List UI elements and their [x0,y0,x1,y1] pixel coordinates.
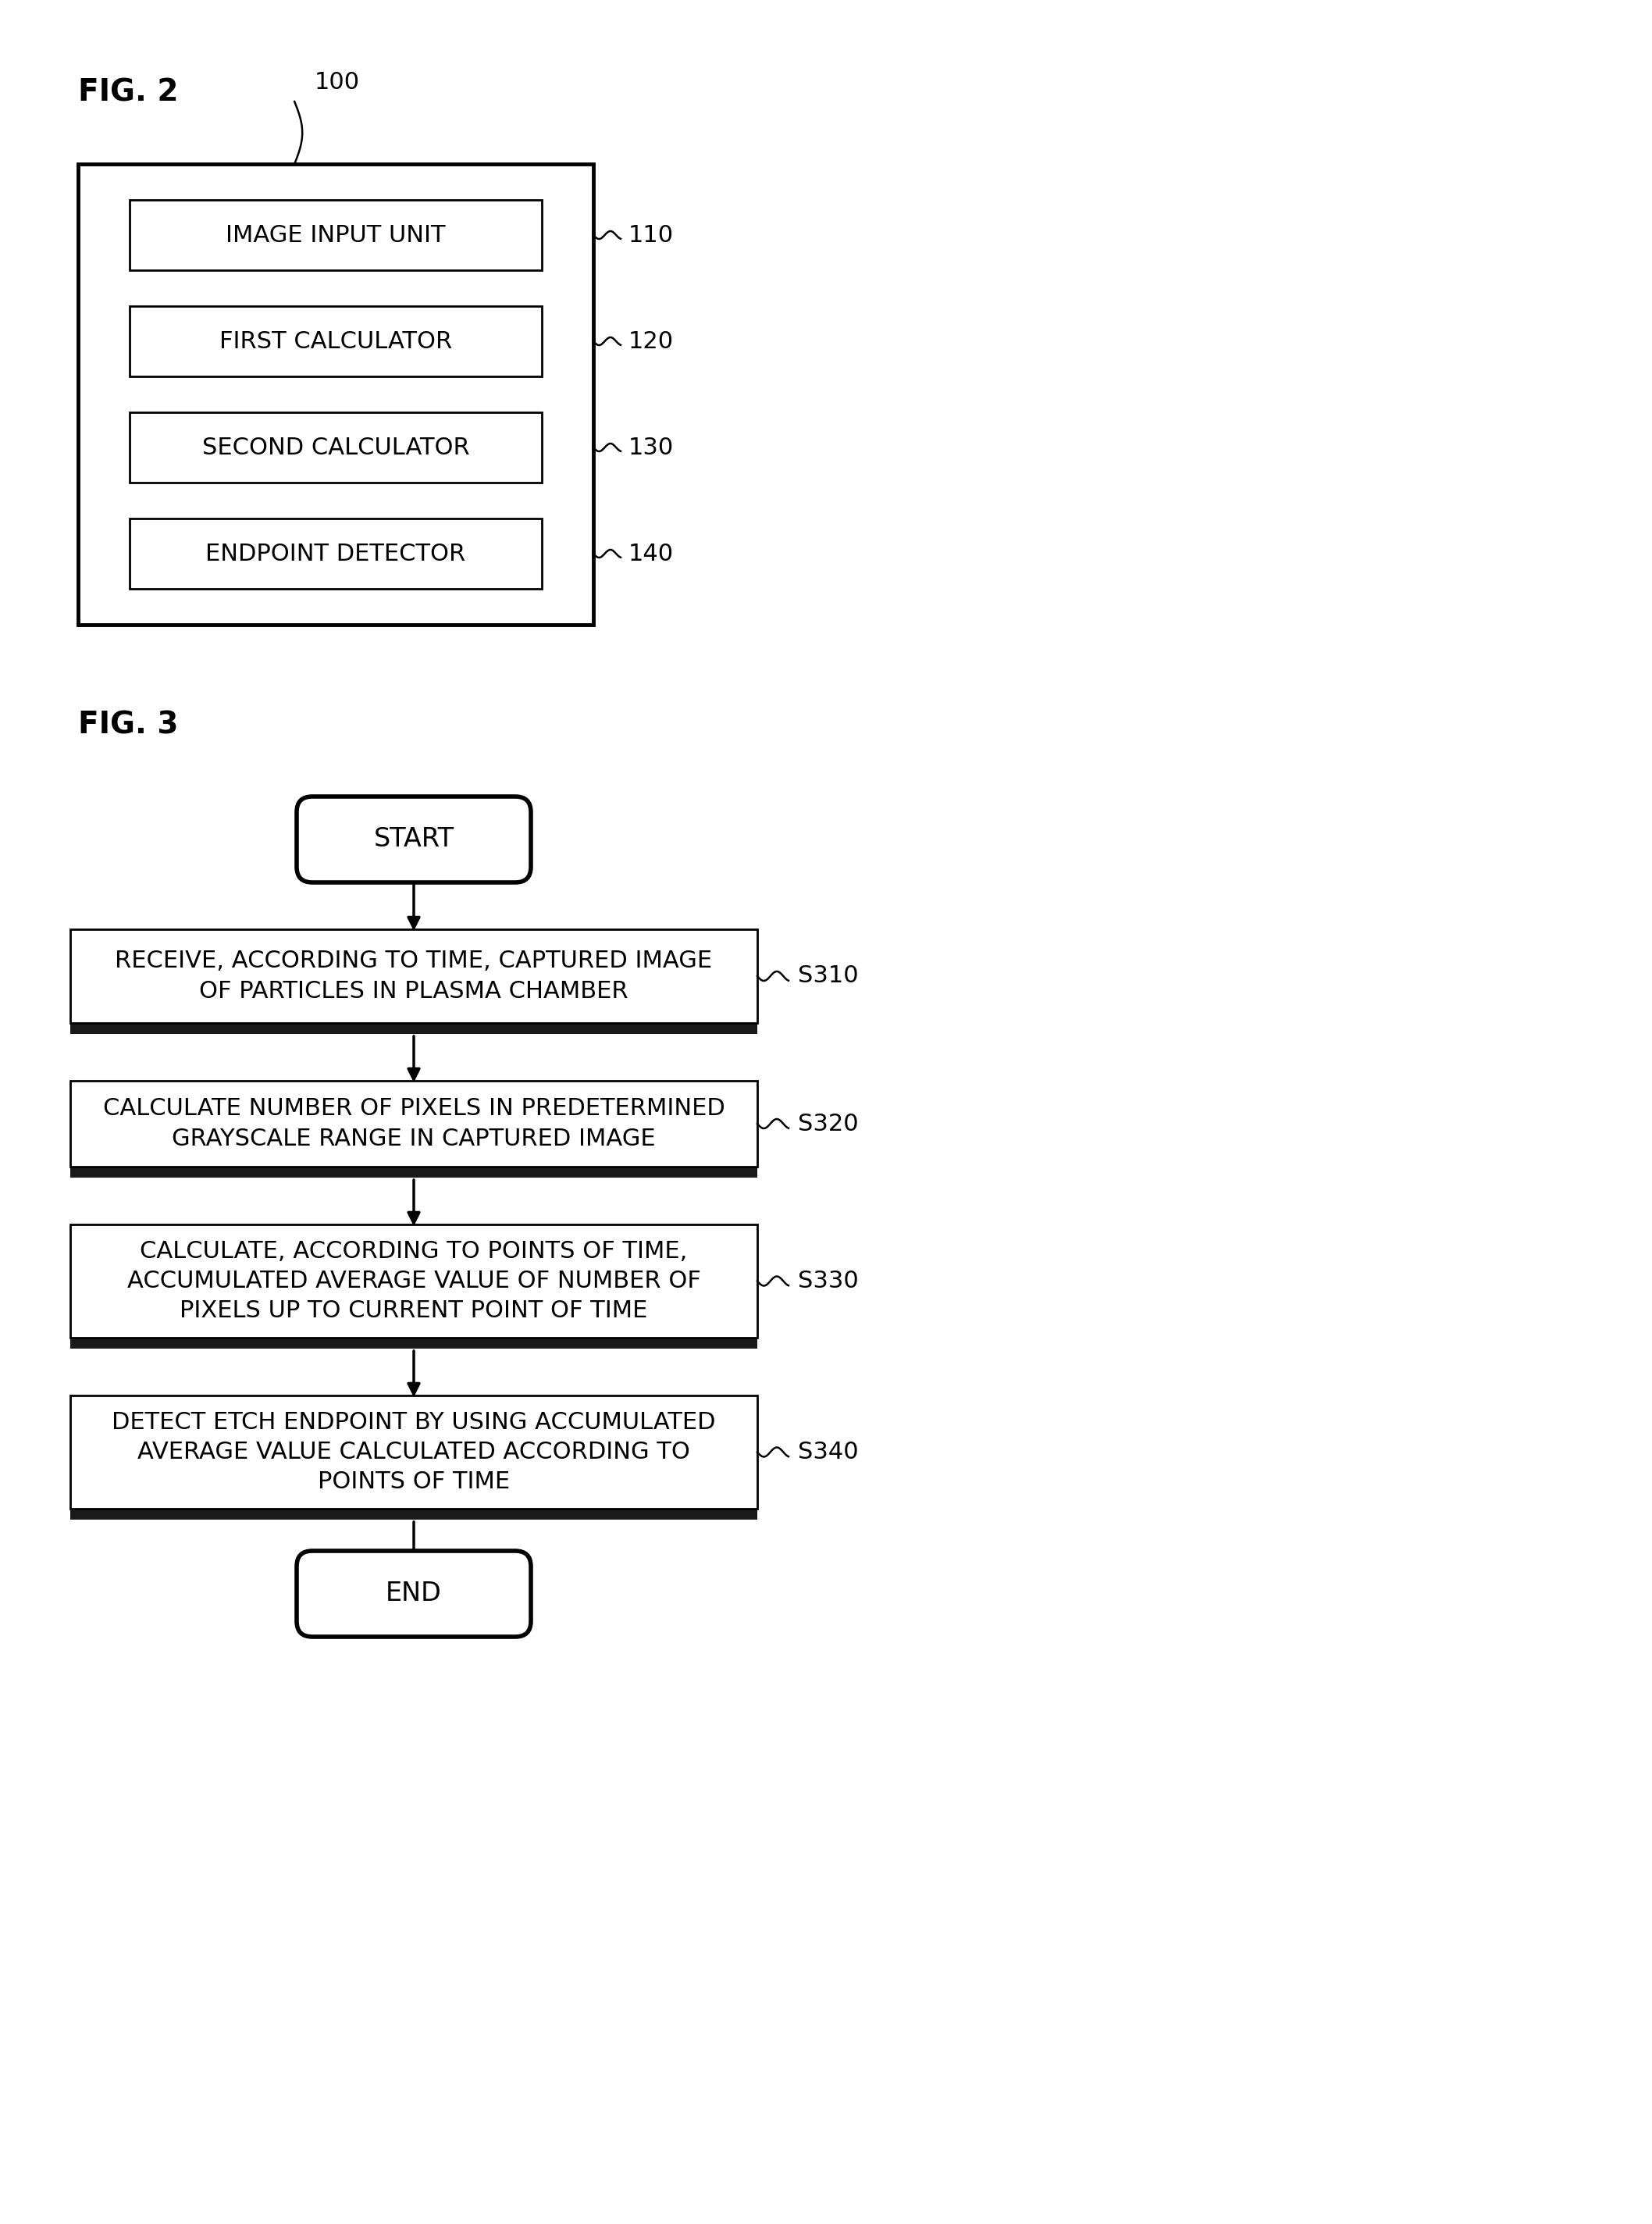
Text: FIRST CALCULATOR: FIRST CALCULATOR [220,329,453,354]
Polygon shape [71,1081,757,1168]
Polygon shape [129,200,542,269]
Text: FIG. 3: FIG. 3 [78,712,178,741]
Polygon shape [129,589,542,598]
Polygon shape [129,269,542,280]
Text: S310: S310 [798,965,859,987]
Polygon shape [129,518,542,589]
Text: CALCULATE, ACCORDING TO POINTS OF TIME,
ACCUMULATED AVERAGE VALUE OF NUMBER OF
P: CALCULATE, ACCORDING TO POINTS OF TIME, … [127,1241,700,1323]
Polygon shape [129,483,542,492]
Polygon shape [129,376,542,385]
Text: SECOND CALCULATOR: SECOND CALCULATOR [202,436,469,458]
Text: 110: 110 [628,225,674,247]
Polygon shape [71,1168,757,1176]
Text: ENDPOINT DETECTOR: ENDPOINT DETECTOR [205,543,466,565]
FancyBboxPatch shape [297,1550,530,1637]
Polygon shape [71,1225,757,1337]
Polygon shape [71,1394,757,1508]
Text: S320: S320 [798,1112,859,1134]
Text: IMAGE INPUT UNIT: IMAGE INPUT UNIT [226,225,446,247]
Polygon shape [129,307,542,376]
FancyBboxPatch shape [297,796,530,883]
Text: DETECT ETCH ENDPOINT BY USING ACCUMULATED
AVERAGE VALUE CALCULATED ACCORDING TO
: DETECT ETCH ENDPOINT BY USING ACCUMULATE… [112,1410,715,1492]
Text: 120: 120 [628,329,674,354]
Polygon shape [71,1337,757,1348]
Text: 100: 100 [314,71,360,93]
Polygon shape [129,411,542,483]
Polygon shape [71,1508,757,1519]
Text: START: START [373,827,454,852]
Text: FIG. 2: FIG. 2 [78,78,178,107]
Text: 140: 140 [628,543,674,565]
Text: S330: S330 [798,1270,859,1292]
Polygon shape [71,930,757,1023]
Text: RECEIVE, ACCORDING TO TIME, CAPTURED IMAGE
OF PARTICLES IN PLASMA CHAMBER: RECEIVE, ACCORDING TO TIME, CAPTURED IMA… [116,950,712,1003]
Text: END: END [385,1581,441,1606]
Text: 130: 130 [628,436,674,458]
Text: CALCULATE NUMBER OF PIXELS IN PREDETERMINED
GRAYSCALE RANGE IN CAPTURED IMAGE: CALCULATE NUMBER OF PIXELS IN PREDETERMI… [102,1096,725,1150]
Polygon shape [78,165,593,625]
Text: S340: S340 [798,1441,859,1463]
Polygon shape [71,1023,757,1034]
